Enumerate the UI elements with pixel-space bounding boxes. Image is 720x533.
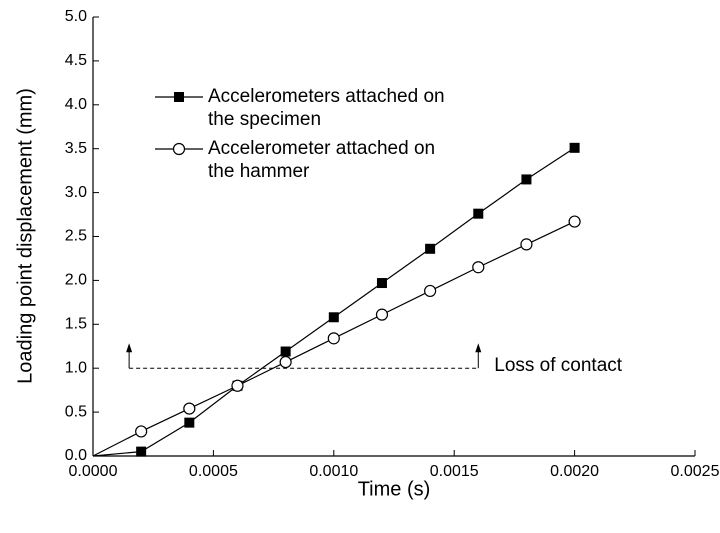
marker (279, 355, 292, 369)
marker (424, 284, 437, 298)
marker (328, 312, 339, 323)
marker (425, 243, 436, 254)
x-tick-label: 0.0005 (189, 463, 238, 480)
marker (568, 215, 581, 228)
y-tick-label: 1.0 (65, 359, 87, 376)
marker (184, 417, 195, 428)
annotation-text: Loss of contact (494, 355, 623, 376)
marker (174, 92, 184, 102)
marker (172, 142, 186, 156)
marker (327, 332, 340, 345)
y-tick-label: 4.0 (65, 96, 87, 113)
y-tick-label: 1.5 (65, 316, 87, 333)
marker (376, 278, 387, 289)
x-tick-label: 0.0000 (69, 463, 118, 480)
annotation-arrowhead (475, 343, 482, 353)
marker (136, 446, 147, 457)
marker (521, 174, 532, 185)
marker (183, 402, 196, 415)
marker (472, 261, 485, 274)
y-tick-label: 2.5 (65, 228, 87, 245)
y-tick-label: 3.5 (65, 140, 87, 157)
marker (135, 425, 148, 438)
y-tick-label: 3.0 (65, 184, 87, 201)
marker (375, 308, 389, 321)
y-tick-label: 0.0 (65, 447, 87, 464)
y-axis-title: Loading point displacement (mm) (14, 88, 36, 384)
series-line (92, 147, 575, 457)
x-axis-title: Time (s) (358, 478, 431, 500)
x-tick-label: 0.0020 (550, 463, 599, 480)
marker (231, 379, 244, 392)
y-tick-label: 4.5 (65, 52, 87, 69)
y-tick-label: 5.0 (65, 8, 87, 25)
marker (569, 142, 580, 153)
marker (520, 238, 533, 251)
annotation-arrowhead (126, 343, 133, 353)
y-tick-label: 2.0 (65, 272, 87, 289)
legend-label: Accelerometer attached on the hammer (208, 138, 436, 182)
y-tick-label: 0.5 (65, 403, 87, 420)
marker (473, 208, 484, 219)
x-tick-label: 0.0025 (671, 463, 720, 480)
legend-label: Accelerometers attached on the specimen (208, 86, 445, 130)
x-tick-label: 0.0010 (309, 463, 358, 480)
marker (280, 346, 291, 357)
x-tick-label: 0.0015 (430, 463, 479, 480)
